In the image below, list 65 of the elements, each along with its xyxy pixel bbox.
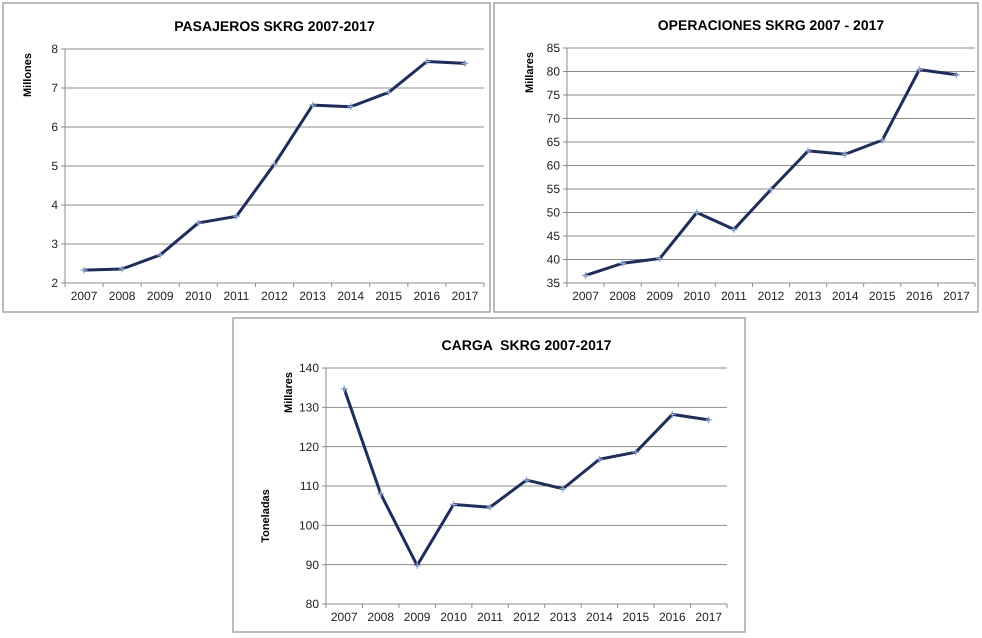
y-tick-label: 3 xyxy=(51,237,58,252)
x-tick-label: 2009 xyxy=(146,289,174,303)
x-tick-label: 2010 xyxy=(683,289,710,303)
y-tick-label: 5 xyxy=(51,159,58,174)
chart-title: CARGA SKRG 2007-2017 xyxy=(442,337,612,353)
x-tick-label: 2015 xyxy=(375,289,402,303)
x-tick-label: 2017 xyxy=(943,289,970,303)
x-tick-label: 2014 xyxy=(337,289,364,303)
y-tick-label: 120 xyxy=(298,440,320,454)
x-tick-label: 2007 xyxy=(572,289,600,303)
x-tick-label: 2013 xyxy=(794,289,822,303)
x-tick-label: 2008 xyxy=(609,289,636,303)
y-tick-label: 35 xyxy=(546,276,560,290)
x-tick-label: 2017 xyxy=(695,610,722,624)
y-axis-title: Millones xyxy=(22,53,34,98)
x-tick-label: 2016 xyxy=(658,610,686,624)
x-tick-label: 2015 xyxy=(622,610,650,624)
x-tick-label: 2008 xyxy=(108,289,136,303)
x-tick-label: 2012 xyxy=(261,289,288,303)
x-tick-label: 2016 xyxy=(414,289,441,303)
x-tick-label: 2016 xyxy=(906,289,934,303)
x-tick-label: 2013 xyxy=(550,610,577,624)
y-tick-label: 110 xyxy=(300,479,320,494)
chart-title: PASAJEROS SKRG 2007-2017 xyxy=(174,18,375,34)
y-tick-label: 50 xyxy=(546,206,560,220)
x-tick-label: 2008 xyxy=(367,610,394,624)
text: Toneladas xyxy=(260,489,272,543)
y-tick-label: 2 xyxy=(51,276,58,290)
x-tick-label: 2007 xyxy=(70,289,98,303)
x-tick-label: 2009 xyxy=(404,610,431,624)
x-tick-label: 2014 xyxy=(832,289,859,303)
x-tick-label: 2010 xyxy=(440,610,468,624)
y-tick-label: 55 xyxy=(546,182,560,196)
y-tick-label: 4 xyxy=(51,198,58,212)
y-tick-label: 65 xyxy=(546,135,560,150)
x-tick-label: 2014 xyxy=(586,610,614,624)
x-tick-label: 2009 xyxy=(646,289,674,303)
y-tick-label: 140 xyxy=(298,361,320,376)
y-tick-label: 45 xyxy=(546,229,560,244)
y-tick-label: 100 xyxy=(298,518,320,533)
y-tick-label: 8 xyxy=(51,42,58,56)
x-tick-label: 2012 xyxy=(513,610,540,624)
x-tick-label: 2010 xyxy=(184,289,212,303)
y-tick-label: 7 xyxy=(51,81,58,96)
x-tick-label: 2007 xyxy=(330,610,358,624)
y-tick-label: 40 xyxy=(546,252,560,267)
y-tick-label: 75 xyxy=(546,88,560,102)
y-tick-label: 70 xyxy=(546,112,560,126)
x-tick-label: 2015 xyxy=(868,289,896,303)
x-tick-label: 2013 xyxy=(299,289,326,303)
y-tick-label: 80 xyxy=(306,597,320,612)
y-tick-label: 85 xyxy=(546,41,560,56)
x-tick-label: 2011 xyxy=(224,289,250,303)
y-tick-label: 60 xyxy=(546,158,560,173)
x-tick-label: 2011 xyxy=(721,289,748,303)
y-tick-label: 90 xyxy=(306,558,320,572)
x-tick-label: 2011 xyxy=(477,610,504,624)
y-axis-title: Millares xyxy=(283,372,295,413)
chart-title: OPERACIONES SKRG 2007 - 2017 xyxy=(658,17,884,33)
y-tick-label: 130 xyxy=(298,400,320,415)
x-tick-label: 2012 xyxy=(758,289,785,303)
y-tick-label: 80 xyxy=(546,64,560,79)
y-axis-title: Millares xyxy=(524,52,536,93)
x-tick-label: 2017 xyxy=(452,289,479,303)
y-tick-label: 6 xyxy=(51,120,58,134)
